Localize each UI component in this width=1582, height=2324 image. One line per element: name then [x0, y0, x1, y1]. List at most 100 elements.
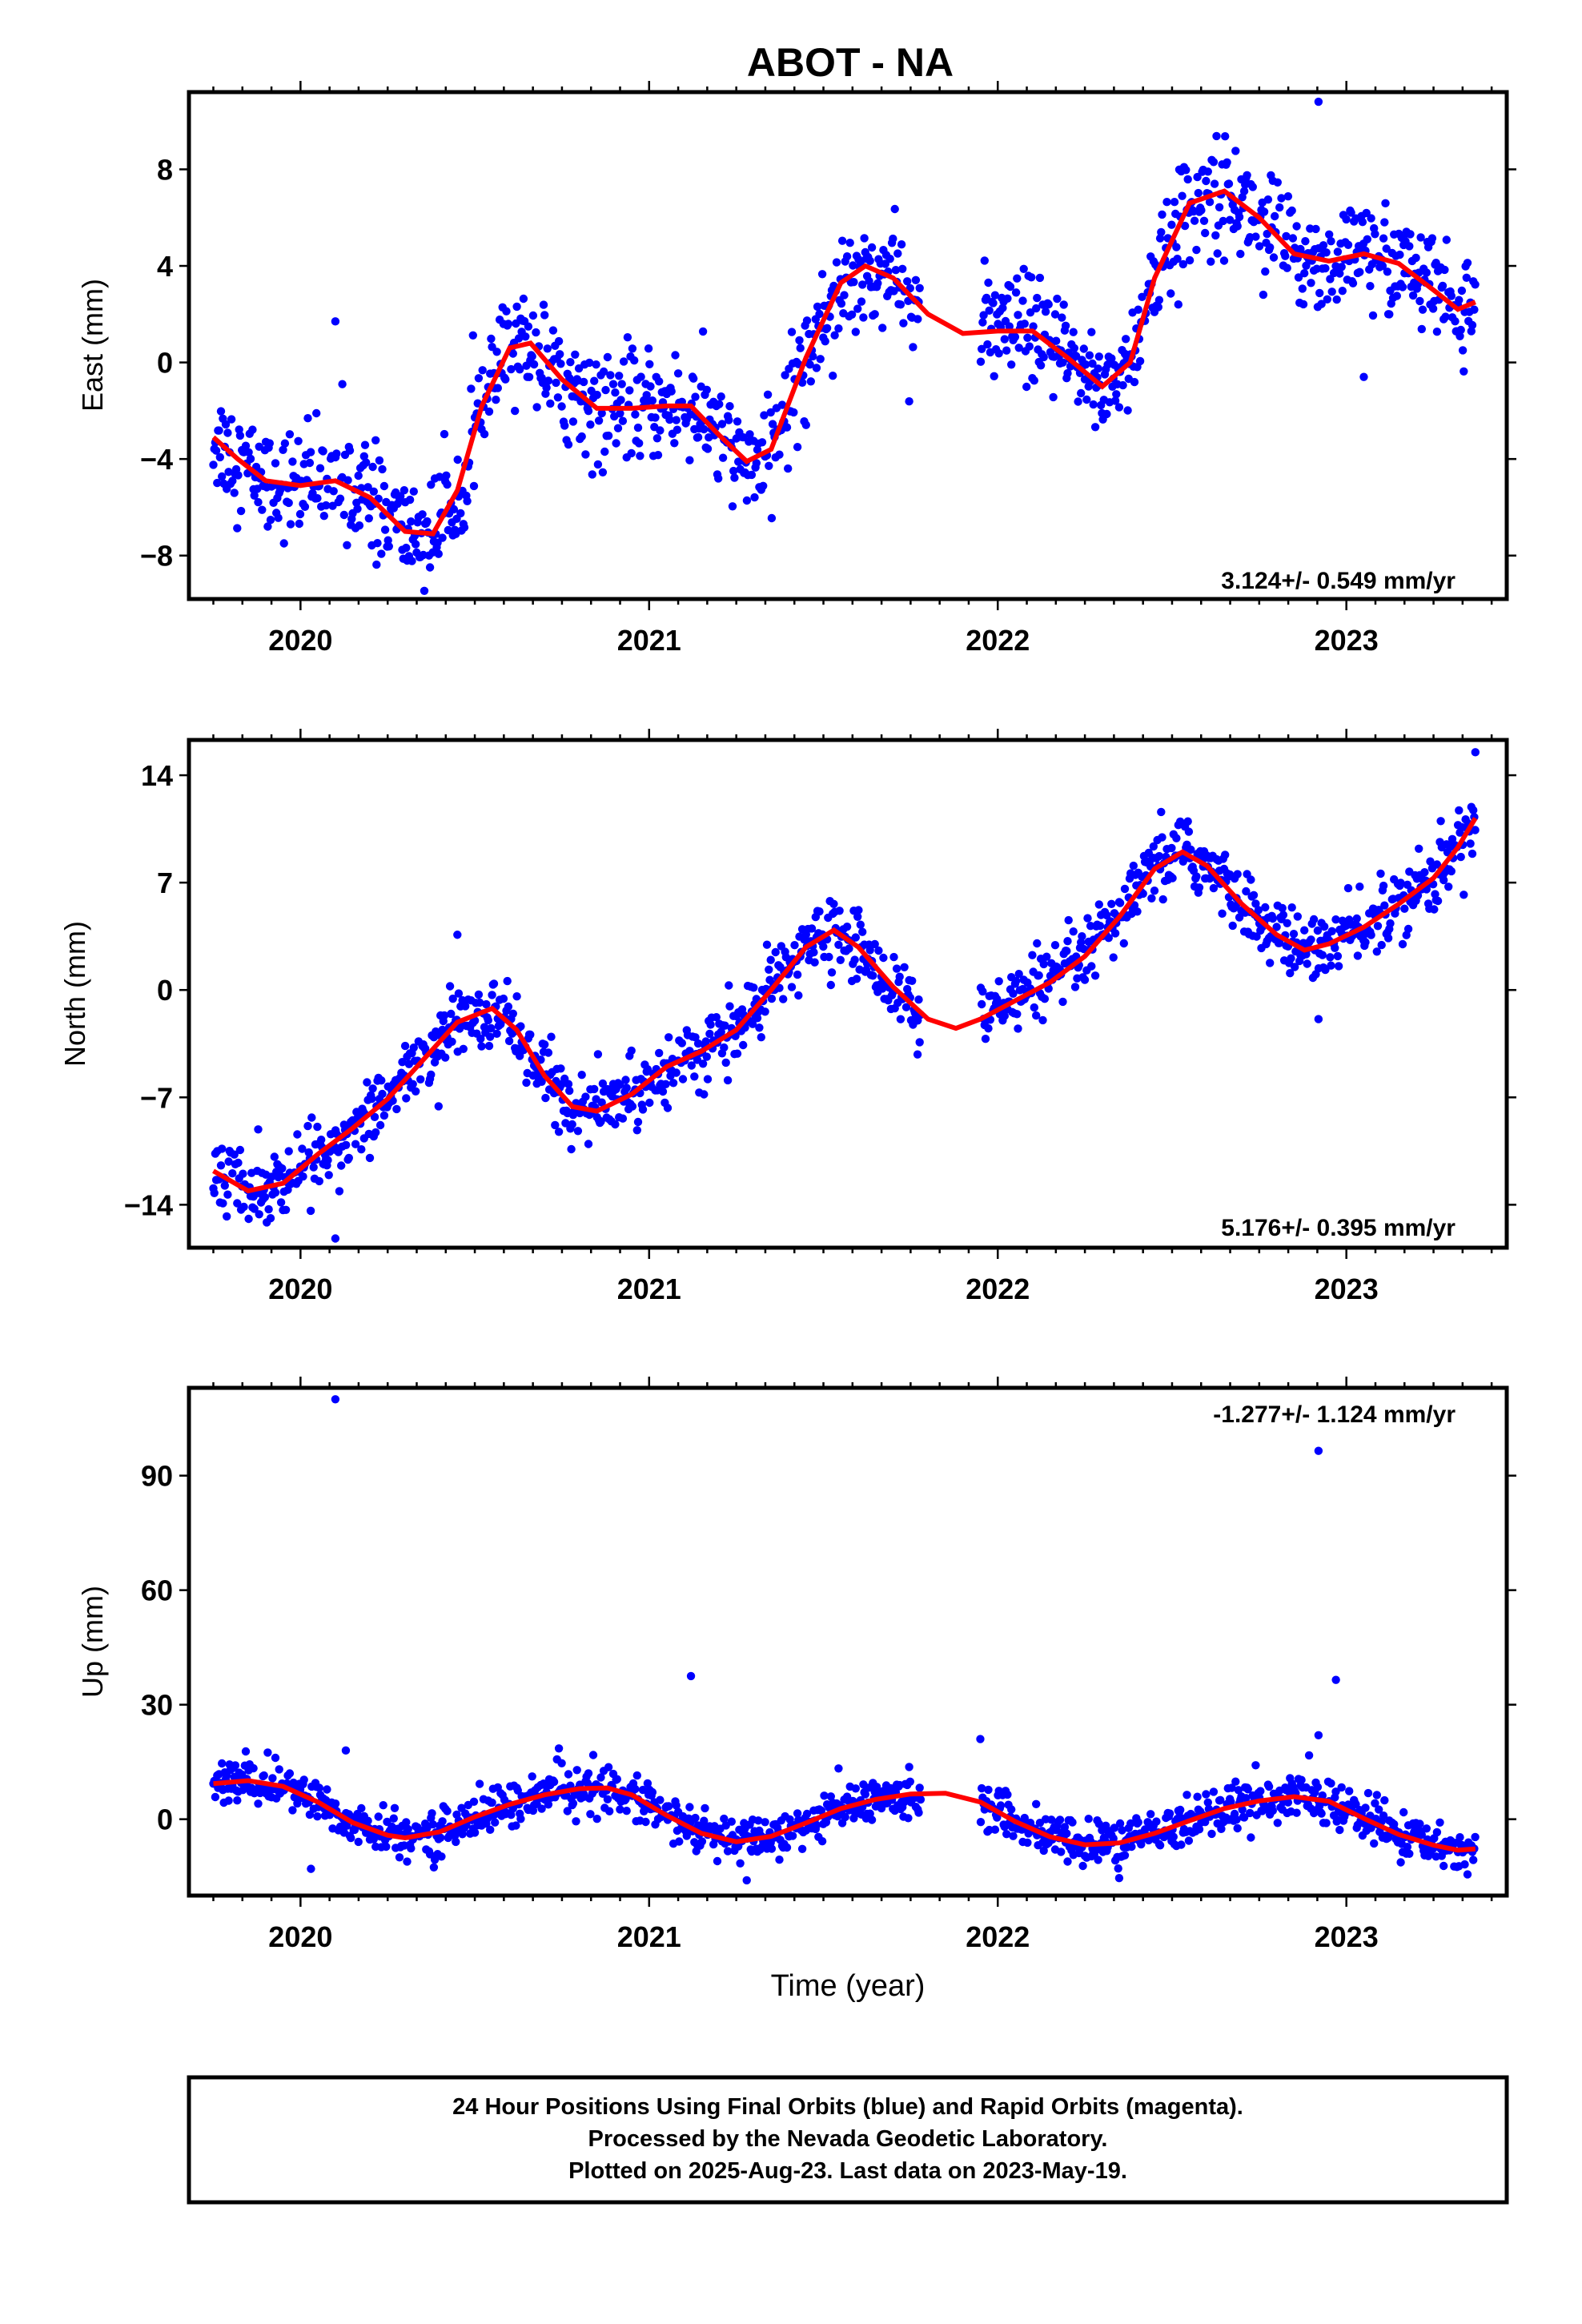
up-data-point [437, 1852, 446, 1861]
north-data-point [270, 1152, 279, 1161]
east-data-point [849, 278, 858, 287]
up-data-point [404, 1824, 412, 1834]
north-data-point [767, 994, 777, 1003]
east-data-point [1183, 175, 1192, 184]
north-data-point [1158, 833, 1166, 842]
north-data-point [441, 1053, 450, 1062]
north-data-point [408, 1080, 417, 1089]
east-data-point [1343, 240, 1353, 249]
north-data-point [324, 1171, 333, 1180]
north-data-point [377, 1076, 386, 1085]
east-data-point [750, 493, 759, 502]
east-data-point [873, 279, 882, 287]
east-data-point [806, 377, 815, 386]
up-data-point [428, 1809, 436, 1818]
east-data-point [1215, 203, 1224, 211]
north-data-point [627, 1046, 636, 1055]
north-data-point [765, 965, 773, 975]
east-data-point [566, 358, 575, 367]
north-data-point [1014, 970, 1023, 979]
north-data-point [400, 1041, 410, 1051]
east-data-point [837, 236, 847, 245]
north-ytick-label: 0 [157, 974, 173, 1007]
east-data-point [1363, 235, 1372, 243]
north-data-point [484, 1015, 492, 1025]
east-data-point [1317, 300, 1326, 308]
north-data-point [484, 1041, 494, 1051]
north-data-point [842, 923, 852, 931]
east-data-point [763, 390, 773, 399]
up-data-point [1432, 1827, 1442, 1837]
north-data-point [335, 1187, 344, 1196]
east-data-point [463, 497, 472, 505]
up-data-point [299, 1775, 308, 1784]
east-data-point [266, 516, 275, 525]
north-data-point [879, 953, 888, 963]
north-data-point [1331, 943, 1339, 953]
north-data-point [487, 1023, 496, 1033]
east-data-point [1231, 147, 1240, 155]
north-data-point [1195, 883, 1204, 892]
east-rate-label: 3.124+/- 0.549 mm/yr [1221, 568, 1456, 594]
up-data-point [1331, 1787, 1340, 1796]
up-data-point [1247, 1833, 1255, 1842]
north-data-point [218, 1144, 227, 1153]
north-data-point [865, 946, 874, 955]
north-data-point [1439, 875, 1448, 885]
north-data-point [725, 1002, 734, 1011]
up-data-point [1238, 1805, 1247, 1814]
north-data-point [1352, 914, 1361, 923]
north-data-point [371, 1128, 380, 1137]
east-data-point [1112, 390, 1121, 399]
north-data-point [628, 1102, 637, 1111]
east-data-point [1053, 294, 1062, 304]
north-data-point [1247, 875, 1255, 884]
up-data-point [1152, 1817, 1161, 1826]
up-data-point [1109, 1834, 1118, 1843]
east-data-point [760, 411, 769, 420]
up-ytick-label: 60 [141, 1574, 173, 1607]
east-data-point [1135, 356, 1145, 366]
east-data-point [218, 472, 227, 481]
up-data-point [675, 1837, 684, 1846]
north-data-point [858, 927, 867, 936]
east-axis-label: East (mm) [76, 279, 109, 412]
east-data-point [1032, 304, 1041, 313]
north-data-point [230, 1150, 239, 1159]
north-data-point [1373, 922, 1383, 931]
east-data-point [1259, 290, 1268, 300]
north-data-point [1063, 937, 1072, 946]
north-outlier-point [453, 931, 462, 939]
east-data-point [1451, 317, 1460, 326]
up-data-point [785, 1815, 794, 1824]
east-data-point [501, 375, 510, 384]
east-data-point [1333, 247, 1343, 256]
north-data-point [1252, 932, 1261, 941]
east-data-point [552, 378, 560, 388]
north-data-point [835, 907, 844, 915]
up-data-point [443, 1807, 452, 1815]
up-data-point [1232, 1815, 1241, 1824]
east-data-point [1233, 222, 1242, 231]
north-data-point [645, 1098, 654, 1108]
north-data-point [622, 1084, 631, 1092]
north-data-point [317, 1136, 326, 1144]
north-data-point [512, 992, 521, 1001]
east-data-point [890, 204, 899, 214]
east-data-point [284, 498, 293, 508]
east-data-point [667, 387, 676, 396]
north-data-point [1186, 845, 1195, 854]
north-data-point [1289, 930, 1299, 939]
up-data-point [648, 1787, 657, 1797]
north-data-point [993, 995, 1002, 1003]
east-data-point [1239, 187, 1249, 195]
north-data-point [981, 1035, 990, 1043]
east-data-point [1277, 194, 1286, 203]
east-data-point [1172, 243, 1181, 251]
north-data-point [1432, 860, 1442, 869]
north-data-point [1279, 911, 1288, 919]
east-data-point [635, 439, 644, 448]
up-data-point [1227, 1783, 1236, 1792]
up-data-point [720, 1814, 729, 1823]
north-data-point [807, 924, 817, 933]
